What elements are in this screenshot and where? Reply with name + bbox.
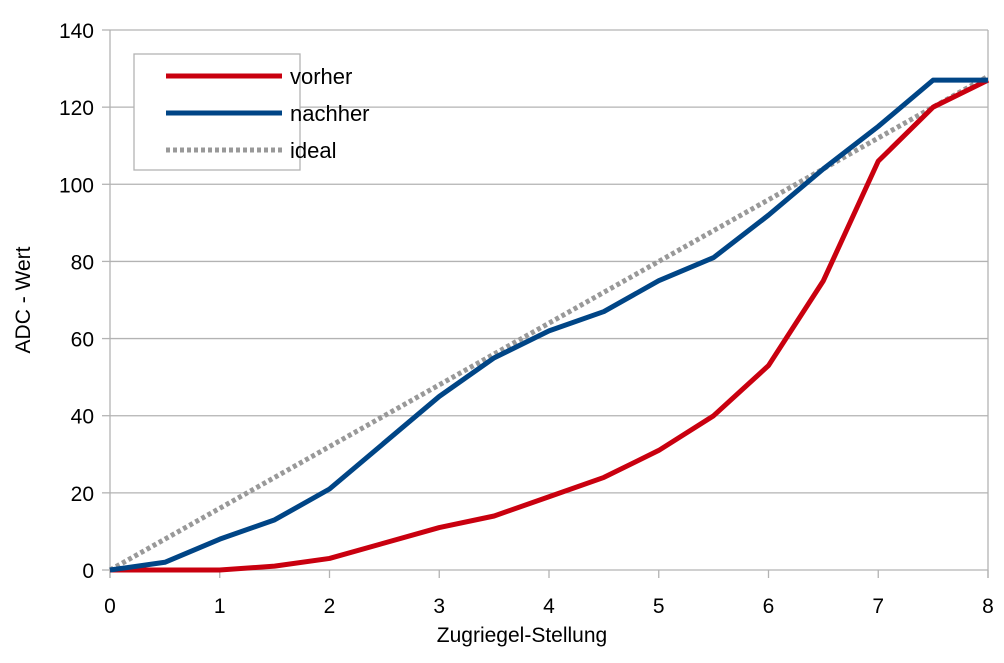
y-tick-label: 120 xyxy=(59,97,94,120)
x-tick-label: 6 xyxy=(763,595,775,618)
gridlines xyxy=(102,29,989,578)
x-tick-label: 2 xyxy=(324,595,336,618)
y-tick-label: 20 xyxy=(71,483,94,506)
x-tick-label: 7 xyxy=(872,595,884,618)
y-tick-label: 100 xyxy=(59,174,94,197)
x-tick-label: 5 xyxy=(653,595,665,618)
legend-label: nachher xyxy=(290,101,370,126)
series-line-nachher xyxy=(109,77,988,573)
y-tick-label: 40 xyxy=(71,406,94,429)
y-tick-label: 0 xyxy=(82,560,94,583)
legend: vorher nachher ideal xyxy=(133,53,370,171)
x-tick-label: 0 xyxy=(104,595,116,618)
series-line-vorher xyxy=(110,77,990,573)
y-tick-label: 60 xyxy=(71,329,94,352)
x-axis-label: Zugriegel-Stellung xyxy=(437,624,607,647)
legend-label: vorher xyxy=(290,64,352,89)
x-tick-label: 3 xyxy=(433,595,445,618)
x-tick-label: 4 xyxy=(543,595,555,618)
x-axis-ticks: 0 1 2 3 4 5 6 7 8 xyxy=(104,595,994,618)
y-tick-label: 80 xyxy=(71,251,94,274)
legend-label: ideal xyxy=(290,138,336,163)
y-axis-label: ADC - Wert xyxy=(12,246,35,353)
x-tick-label: 1 xyxy=(214,595,226,618)
series-lines xyxy=(108,74,990,573)
x-tick-label: 8 xyxy=(982,595,994,618)
y-tick-label: 140 xyxy=(59,20,94,43)
y-axis-ticks: 0 20 40 60 80 100 120 140 xyxy=(59,20,94,583)
